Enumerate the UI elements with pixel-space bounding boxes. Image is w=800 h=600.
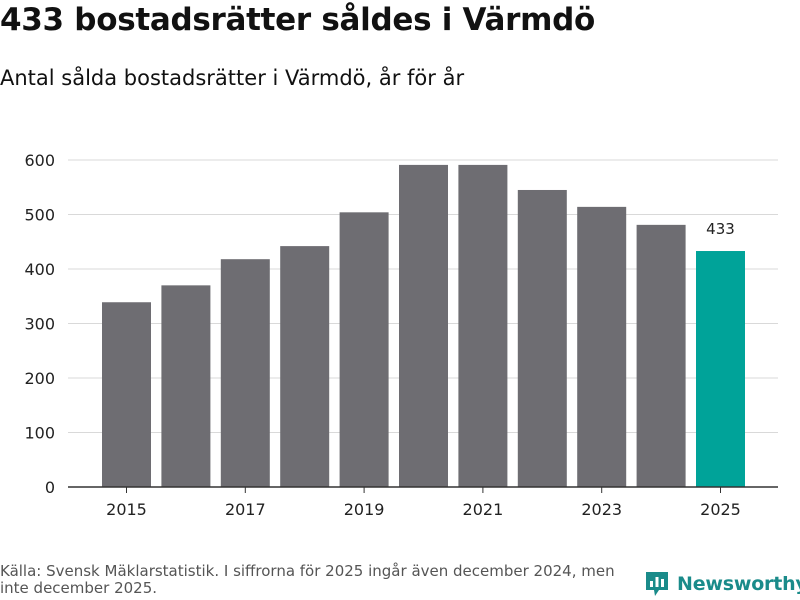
bar-2016 xyxy=(161,285,211,487)
y-tick-label: 200 xyxy=(24,369,55,388)
y-tick-label: 600 xyxy=(24,151,55,170)
bar-2023 xyxy=(577,206,627,487)
y-tick-label: 500 xyxy=(24,206,55,225)
brand-name: Newsworthy xyxy=(677,573,800,595)
x-tick-label: 2021 xyxy=(463,500,504,519)
bar-2017 xyxy=(220,259,270,487)
bar-2021 xyxy=(458,164,508,487)
y-tick-label: 400 xyxy=(24,260,55,279)
bar-2020 xyxy=(399,164,448,487)
x-tick-label: 2025 xyxy=(700,500,741,519)
bar-2025 xyxy=(696,251,745,487)
bar-2024 xyxy=(636,224,686,487)
bar-2015 xyxy=(102,302,151,487)
bar-2022 xyxy=(517,189,567,487)
data-label-2025: 433 xyxy=(706,220,735,238)
bars xyxy=(102,164,745,487)
y-tick-label: 0 xyxy=(45,478,55,497)
source-note: Källa: Svensk Mäklarstatistik. I siffror… xyxy=(0,562,615,597)
brand: Newsworthy xyxy=(644,570,800,598)
y-tick-label: 100 xyxy=(24,424,55,443)
x-tick-label: 2017 xyxy=(225,500,266,519)
chart-subtitle: Antal sålda bostadsrätter i Värmdö, år f… xyxy=(0,66,465,90)
x-tick-label: 2015 xyxy=(106,500,147,519)
newsworthy-logo-icon xyxy=(646,572,668,596)
chart-title: 433 bostadsrätter såldes i Värmdö xyxy=(0,2,596,38)
labels: 0 100 200 300 400 500 600 2015 2017 2019 2021 2023 2… xyxy=(24,151,740,519)
y-tick-label: 300 xyxy=(24,315,55,334)
bar-2019 xyxy=(339,212,389,487)
bar-chart: 0 100 200 300 400 500 600 2015 2017 2019 2021 2023 2… xyxy=(24,151,778,519)
bar-2018 xyxy=(280,246,330,487)
x-tick-label: 2023 xyxy=(581,500,622,519)
x-tick-label: 2019 xyxy=(344,500,385,519)
